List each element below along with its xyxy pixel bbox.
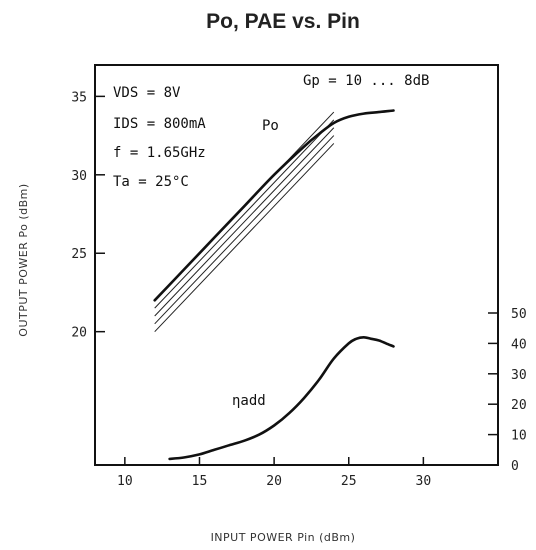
y-tick-label-right: 40 [511, 337, 527, 352]
x-tick-label: 30 [416, 474, 432, 489]
x-tick-label: 10 [117, 474, 133, 489]
annotation-ids: IDS = 800mA [113, 116, 206, 132]
gain-line [154, 119, 335, 309]
gain-line [154, 135, 335, 325]
y-axis-label-left: OUTPUT POWER Po (dBm) [17, 183, 30, 336]
annotation-vds: VDS = 8V [113, 85, 181, 101]
series-layer [153, 109, 395, 461]
x-tick-label: 20 [266, 474, 282, 489]
x-axis-label: INPUT POWER Pin (dBm) [211, 531, 356, 544]
annotation-frequency: f = 1.65GHz [113, 145, 206, 161]
y-tick-label-right: 0 [511, 459, 519, 474]
annotation-gain: Gp = 10 ... 8dB [303, 73, 429, 89]
y-tick-label-right: 30 [511, 368, 527, 383]
y-tick-label-left: 35 [71, 90, 87, 105]
gain-line [154, 143, 335, 333]
annotation-ta: Ta = 25°C [113, 174, 189, 190]
plot-frame [94, 64, 499, 466]
y-tick-label-left: 30 [71, 169, 87, 184]
annotation-po: Po [262, 118, 279, 134]
chart-title: Po, PAE vs. Pin [206, 10, 360, 33]
y-tick-label-left: 20 [71, 326, 87, 341]
gain-lines [154, 111, 335, 333]
x-tick-label: 15 [192, 474, 208, 489]
po-curve [153, 109, 395, 302]
y-tick-label-left: 25 [71, 247, 87, 262]
annotation-eta-add: ηadd [232, 393, 266, 409]
eta-add-curve [168, 335, 395, 461]
x-tick-label: 25 [341, 474, 357, 489]
y-tick-label-right: 20 [511, 398, 527, 413]
y-tick-label-right: 10 [511, 429, 527, 444]
gain-line [154, 127, 335, 317]
y-tick-label-right: 50 [511, 307, 527, 322]
ticks-layer: 10 15 20 25 30 20 25 30 35 0 10 20 30 40 50 [71, 90, 526, 489]
